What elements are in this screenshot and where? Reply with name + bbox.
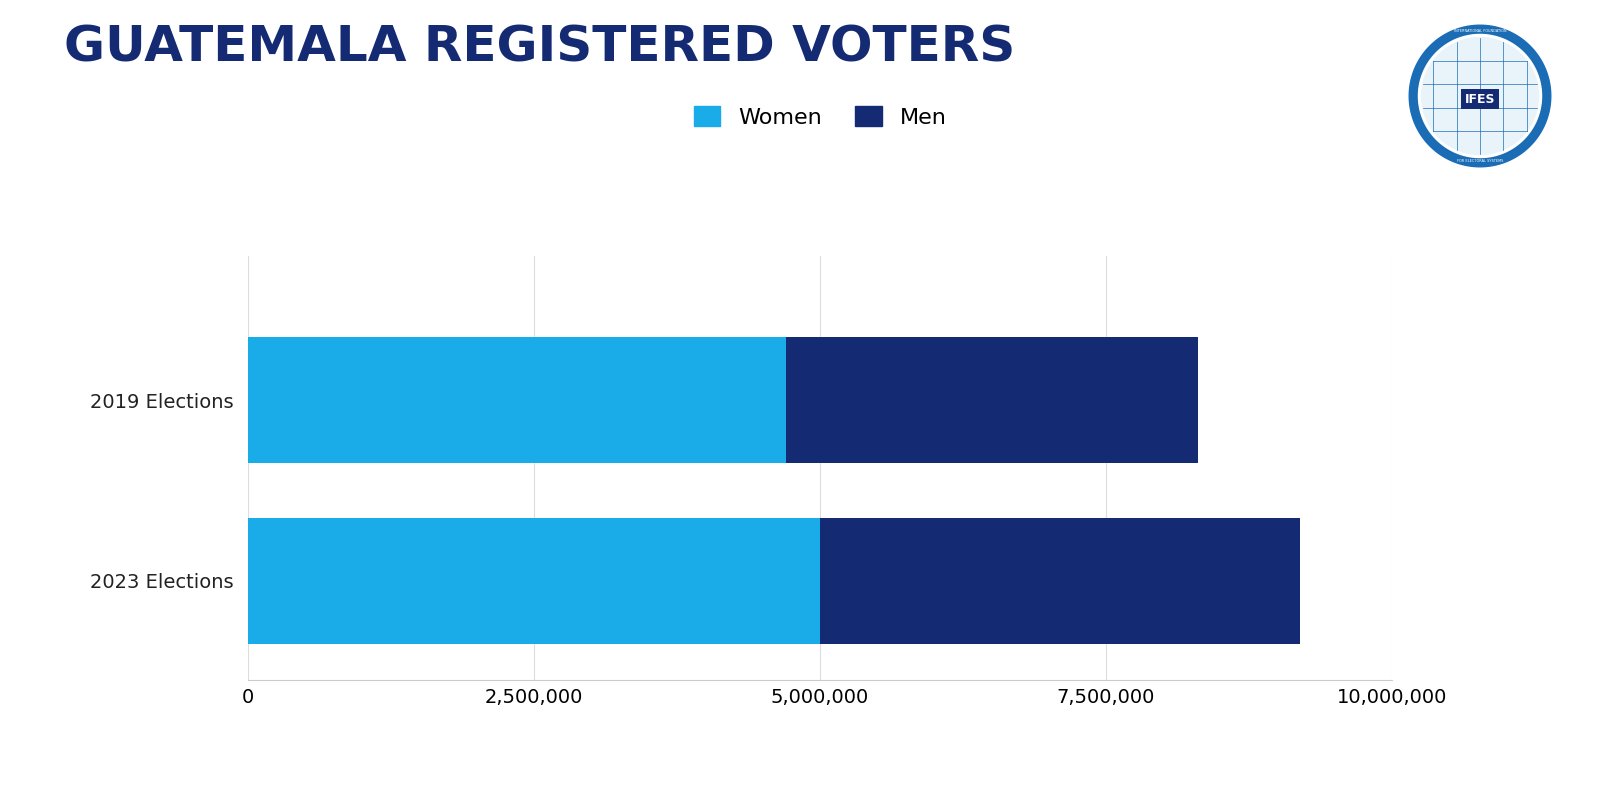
Polygon shape — [1410, 26, 1550, 166]
Polygon shape — [1419, 34, 1541, 158]
Bar — [248, 337, 786, 463]
Text: INTERNATIONAL FOUNDATION: INTERNATIONAL FOUNDATION — [1454, 30, 1506, 34]
Bar — [248, 518, 819, 644]
Legend: Women, Men: Women, Men — [693, 106, 947, 127]
Text: FOR ELECTORAL SYSTEMS: FOR ELECTORAL SYSTEMS — [1458, 158, 1502, 162]
Text: GUATEMALA REGISTERED VOTERS: GUATEMALA REGISTERED VOTERS — [64, 24, 1016, 72]
Bar — [819, 518, 1301, 644]
Polygon shape — [1421, 38, 1539, 154]
Text: IFES: IFES — [1464, 93, 1496, 106]
Bar — [786, 337, 1197, 463]
